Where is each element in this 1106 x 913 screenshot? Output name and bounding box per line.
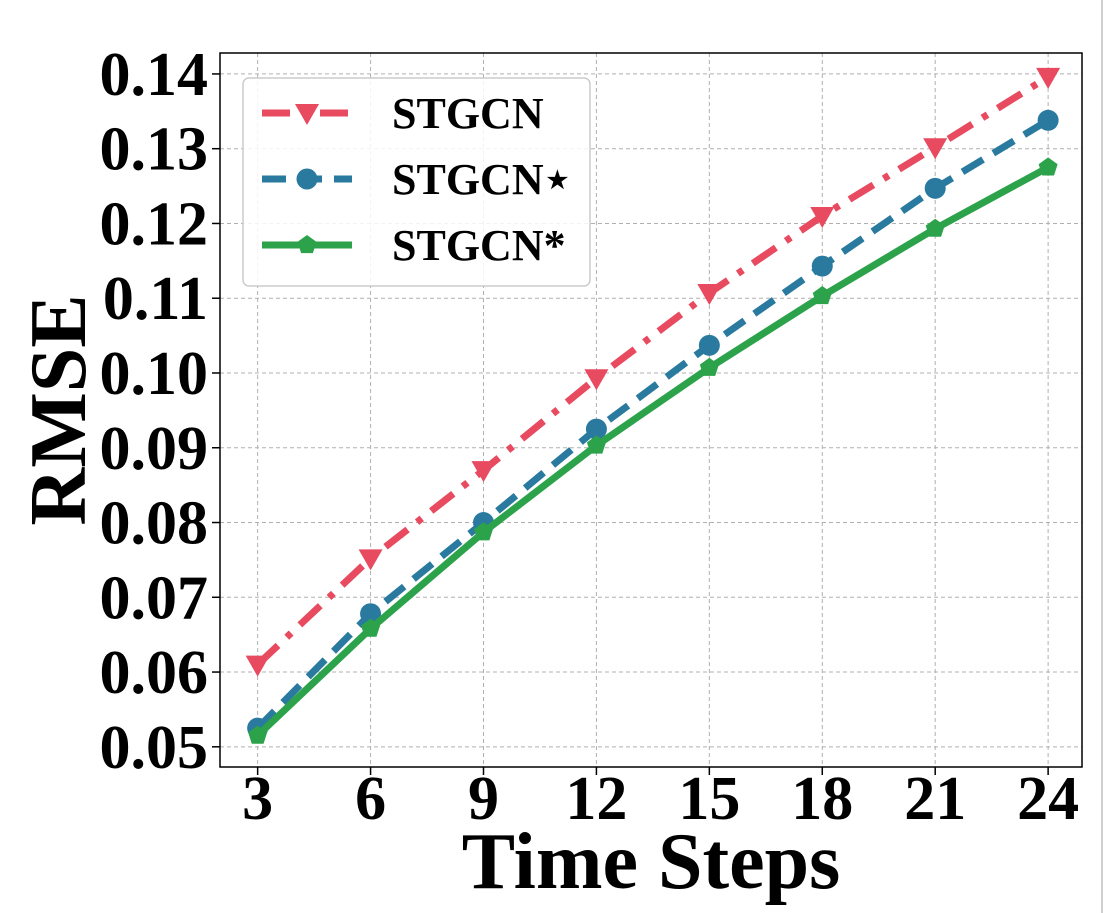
x-tick-label: 3	[242, 765, 273, 833]
data-point	[811, 255, 833, 277]
series-1	[245, 67, 1061, 677]
series-3	[248, 157, 1058, 744]
y-axis-label: RMSE	[15, 294, 103, 525]
data-point	[585, 418, 607, 440]
data-point	[584, 369, 609, 391]
data-point	[361, 618, 381, 637]
legend-entry-1: STGCN	[262, 89, 544, 138]
data-point	[810, 206, 835, 228]
y-tick-label: 0.11	[103, 265, 208, 333]
legend-marker	[296, 168, 318, 190]
y-tick-label: 0.12	[100, 190, 209, 258]
series-line	[255, 117, 1050, 731]
legend-label: STGCN*	[392, 221, 566, 270]
x-axis-label: Time Steps	[462, 818, 841, 906]
series-group	[245, 67, 1061, 744]
data-point	[812, 285, 832, 305]
legend-entry-2: STGCN⋆	[262, 155, 571, 204]
data-point	[1036, 67, 1061, 89]
x-tick-label: 24	[1017, 765, 1079, 833]
data-point	[698, 334, 720, 356]
data-point	[471, 461, 496, 483]
y-axis-ticks: 0.05 0.06 0.070.08 0.09 0.10 0.11 0.120.13 0.14	[100, 41, 220, 782]
legend-marker	[297, 235, 317, 254]
y-tick-label: 0.07	[100, 564, 209, 632]
y-tick-label: 0.06	[100, 639, 209, 707]
legend: STGCN STGCN⋆ STGCN*	[242, 77, 591, 287]
data-point	[360, 603, 382, 625]
data-point	[924, 177, 946, 199]
data-point	[923, 138, 948, 160]
y-tick-label: 0.10	[100, 340, 209, 408]
data-point	[697, 283, 722, 305]
data-point	[1038, 157, 1058, 176]
y-tick-label: 0.14	[100, 41, 209, 109]
series-2	[247, 109, 1059, 739]
right-edge-line	[1101, 0, 1103, 913]
data-point	[925, 218, 945, 237]
legend-label: STGCN	[392, 89, 544, 138]
legend-label: STGCN⋆	[392, 155, 571, 204]
x-tick-label: 18	[791, 765, 853, 833]
data-point	[245, 655, 270, 677]
legend-box	[242, 77, 591, 287]
plot-frame	[219, 52, 1083, 768]
y-tick-label: 0.08	[100, 490, 209, 558]
y-tick-label: 0.13	[100, 116, 209, 184]
x-tick-label: 21	[904, 765, 966, 833]
x-axis-ticks: 3 6 9 12 15 18 21 24	[242, 765, 1079, 833]
series-line	[255, 73, 1050, 668]
series-line	[255, 164, 1050, 739]
x-tick-label: 9	[468, 765, 499, 833]
data-point	[1037, 109, 1059, 131]
y-tick-label: 0.05	[100, 714, 209, 782]
legend-entry-3: STGCN*	[262, 221, 566, 270]
legend-marker	[295, 104, 319, 125]
x-tick-label: 6	[355, 765, 386, 833]
data-point	[248, 725, 268, 744]
x-tick-label: 15	[678, 765, 740, 833]
data-point	[473, 522, 494, 541]
data-point	[586, 435, 606, 454]
x-tick-label: 12	[565, 765, 627, 833]
data-point	[699, 357, 719, 376]
data-point	[358, 549, 383, 571]
y-tick-label: 0.09	[100, 415, 209, 483]
